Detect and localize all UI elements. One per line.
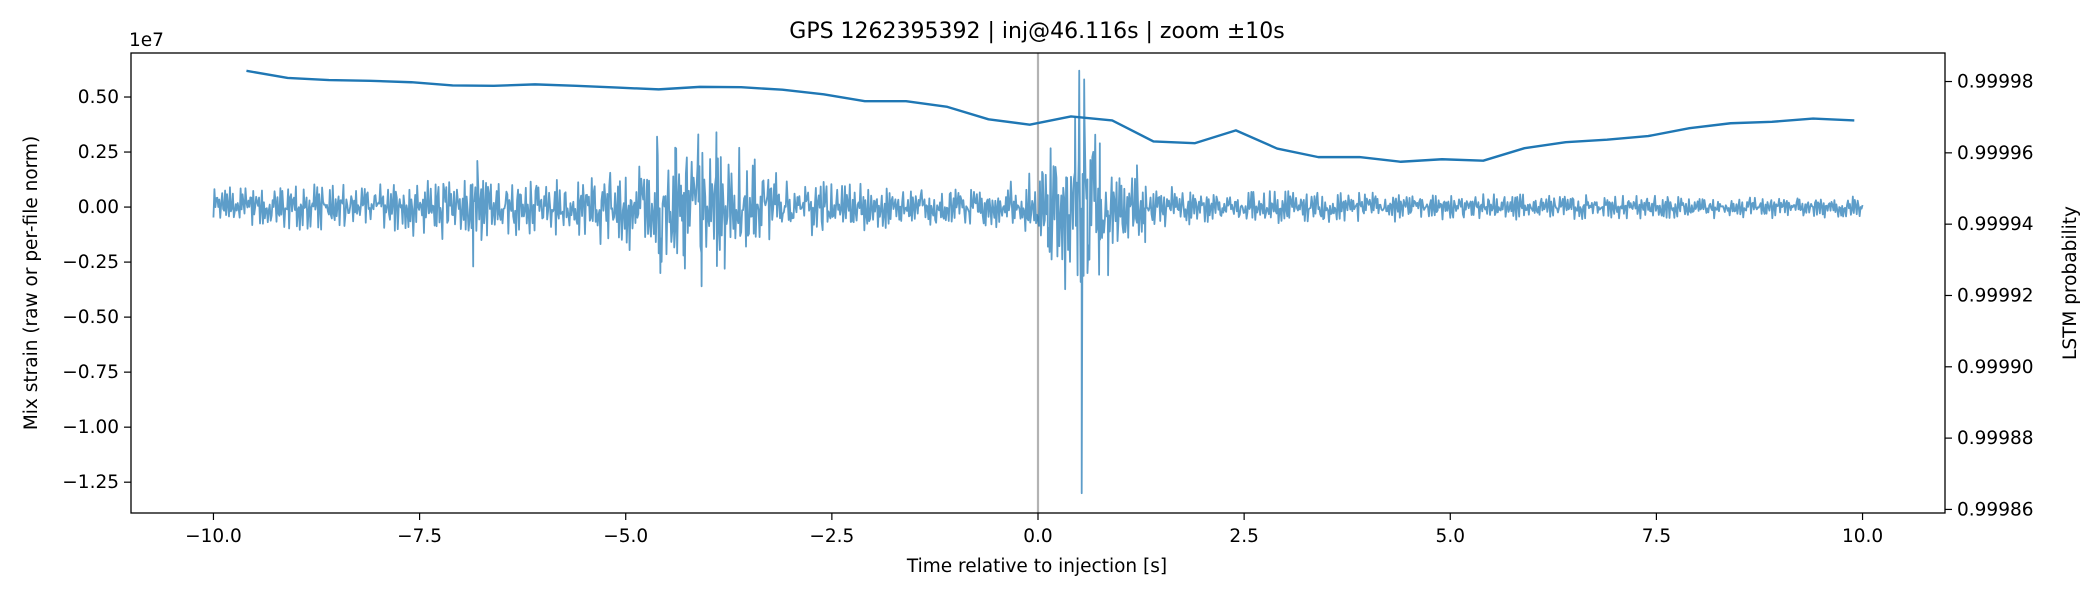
y-axis-left-label: Mix strain (raw or per-file norm) [21,136,42,430]
y-right-tick-label: 0.99994 [1957,214,2034,235]
x-tick-label: 7.5 [1642,526,1671,547]
y-right-tick-label: 0.99996 [1957,143,2034,164]
plot-area [212,53,1864,513]
x-tick-label: 2.5 [1229,526,1258,547]
x-tick-label: −7.5 [397,526,442,547]
y-left-tick-label: 0.50 [78,87,119,108]
y-right-tick-label: 0.99992 [1957,285,2034,306]
y-left-tick-label: −1.25 [62,472,119,493]
lstm-probability-line [246,69,1855,163]
x-tick-label: 10.0 [1842,526,1883,547]
y-right-tick-label: 0.99986 [1957,499,2034,520]
x-axis: −10.0 −7.5 −5.0 −2.5 0.0 2.5 5.0 7.5 10.0 [185,513,1883,547]
chart-title: GPS 1262395392 | inj@46.116s | zoom ±10s [789,19,1284,44]
x-tick-label: 0.0 [1023,526,1052,547]
x-tick-label: −5.0 [603,526,648,547]
y-axis-right: 0.99998 0.99996 0.99994 0.99992 0.99990 0.999… [1945,72,2034,520]
y-left-tick-label: 0.25 [78,142,119,163]
y-axis-left: 0.50 0.25 0.00 −0.25 −0.50 −0.75 −1.00 −1.25 [62,87,131,493]
y-right-tick-label: 0.99988 [1957,428,2034,449]
y-right-tick-label: 0.99990 [1957,357,2034,378]
y-left-tick-label: −1.00 [62,417,119,438]
y-axis-offset-label: 1e7 [129,30,164,51]
x-tick-label: −2.5 [809,526,854,547]
y-left-tick-label: −0.50 [62,307,119,328]
x-axis-label: Time relative to injection [s] [906,556,1167,577]
y-left-tick-label: 0.00 [78,197,119,218]
y-left-tick-label: −0.25 [62,252,119,273]
x-tick-label: −10.0 [185,526,242,547]
y-axis-right-label: LSTM probability [2060,206,2081,360]
y-right-tick-label: 0.99998 [1957,72,2034,93]
x-tick-label: 5.0 [1436,526,1465,547]
strain-series-line [212,69,1864,495]
y-left-tick-label: −0.75 [62,362,119,383]
